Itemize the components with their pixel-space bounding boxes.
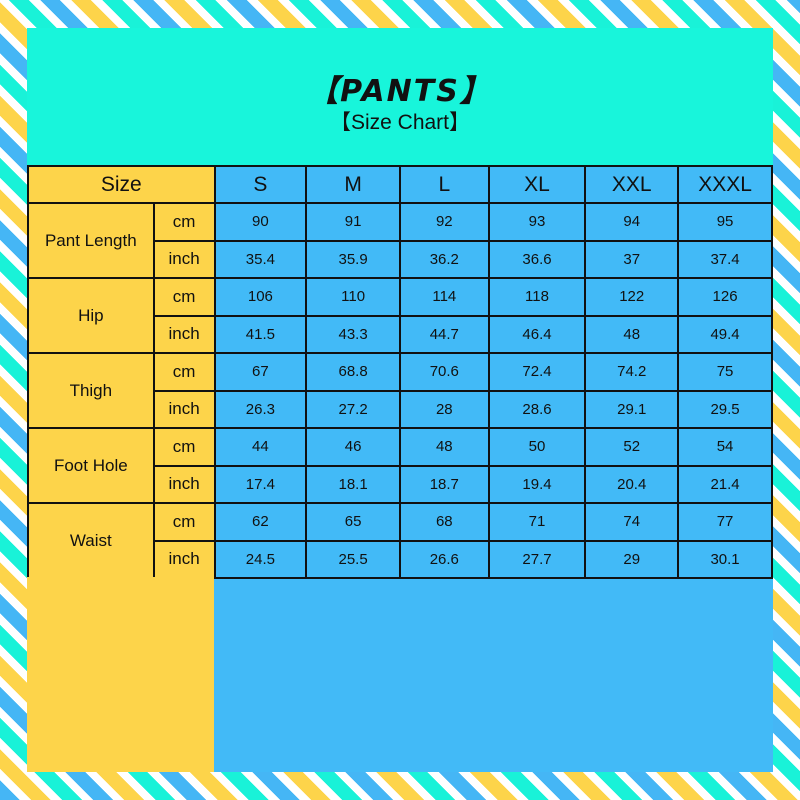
measurement-value: 36.2: [398, 239, 490, 279]
measurement-value: 68.8: [305, 352, 401, 392]
unit-label: cm: [152, 502, 216, 542]
measurement-value: 26.6: [398, 539, 490, 579]
measurement-value: 67: [213, 352, 308, 392]
unit-label: cm: [152, 277, 216, 317]
unit-label: inch: [152, 389, 216, 429]
size-column-header: L: [398, 165, 490, 204]
measurement-value: 106: [213, 277, 308, 317]
measurement-value: 29: [584, 539, 680, 579]
label-column-fill: [27, 577, 214, 772]
table-row: Waist cm 62 65 68 71 74 77: [27, 502, 773, 579]
unit-label: cm: [152, 202, 216, 242]
table-row: Foot Hole cm 44 46 48 50 52 54: [27, 427, 773, 504]
unit-label: inch: [152, 239, 216, 279]
size-column-header: M: [305, 165, 401, 204]
size-column-header: XL: [487, 165, 587, 204]
measurement-value: 35.4: [213, 239, 308, 279]
measurement-value: 44.7: [398, 314, 490, 354]
measurement-value: 28: [398, 389, 490, 429]
measurement-value: 62: [213, 502, 308, 542]
measurement-value: 21.4: [677, 464, 773, 504]
measurement-value: 46: [305, 427, 401, 467]
measurement-value: 90: [213, 202, 308, 242]
size-column-header: XXXL: [677, 165, 773, 204]
unit-label: cm: [152, 352, 216, 392]
table-row: Pant Length cm 90 91 92 93 94 95: [27, 202, 773, 279]
measurement-label: Waist: [27, 502, 155, 579]
measurement-value: 24.5: [213, 539, 308, 579]
measurement-value: 46.4: [487, 314, 587, 354]
measurement-label: Thigh: [27, 352, 155, 429]
table-row: inch 17.4 18.1 18.7 19.4 20.4 21.4: [28, 464, 773, 504]
unit-label: inch: [152, 539, 216, 579]
measurement-value: 25.5: [305, 539, 401, 579]
chart-title: 【PANTS】: [308, 74, 492, 109]
table-row: Hip cm 106 110 114 118 122 126: [27, 277, 773, 354]
table-row: inch 35.4 35.9 36.2 36.6 37 37.4: [28, 239, 773, 279]
table-row: inch 41.5 43.3 44.7 46.4 48 49.4: [28, 314, 773, 354]
measurement-value: 92: [398, 202, 490, 242]
measurement-value: 91: [305, 202, 401, 242]
size-column-header: XXL: [584, 165, 680, 204]
measurement-value: 68: [398, 502, 490, 542]
measurement-value: 65: [305, 502, 401, 542]
measurement-value: 77: [677, 502, 773, 542]
measurement-value: 18.1: [305, 464, 401, 504]
measurement-value: 126: [677, 277, 773, 317]
measurement-value: 118: [487, 277, 587, 317]
measurement-value: 95: [677, 202, 773, 242]
measurement-value: 74.2: [584, 352, 680, 392]
size-header: Size: [27, 165, 216, 204]
measurement-value: 114: [398, 277, 490, 317]
measurement-value: 70.6: [398, 352, 490, 392]
table-row: Thigh cm 67 68.8 70.6 72.4 74.2 75: [27, 352, 773, 429]
size-column-header: S: [213, 165, 308, 204]
measurement-label: Foot Hole: [27, 427, 155, 504]
measurement-value: 48: [584, 314, 680, 354]
measurement-value: 26.3: [213, 389, 308, 429]
measurement-value: 110: [305, 277, 401, 317]
measurement-value: 27.2: [305, 389, 401, 429]
measurement-value: 43.3: [305, 314, 401, 354]
measurement-value: 28.6: [487, 389, 587, 429]
measurement-value: 72.4: [487, 352, 587, 392]
unit-label: inch: [152, 314, 216, 354]
measurement-value: 93: [487, 202, 587, 242]
chart-header: 【PANTS】 【Size Chart】: [27, 28, 773, 165]
measurement-value: 41.5: [213, 314, 308, 354]
measurement-value: 54: [677, 427, 773, 467]
size-header-row: Size S M L XL XXL XXXL: [27, 165, 773, 204]
table-row: inch 26.3 27.2 28 28.6 29.1 29.5: [28, 389, 773, 429]
measurement-value: 49.4: [677, 314, 773, 354]
measurement-value: 36.6: [487, 239, 587, 279]
measurement-value: 48: [398, 427, 490, 467]
measurement-value: 75: [677, 352, 773, 392]
measurement-value: 18.7: [398, 464, 490, 504]
measurement-value: 29.5: [677, 389, 773, 429]
measurement-value: 94: [584, 202, 680, 242]
table-row: inch 24.5 25.5 26.6 27.7 29 30.1: [28, 539, 773, 579]
unit-label: inch: [152, 464, 216, 504]
measurement-label: Hip: [27, 277, 155, 354]
measurement-value: 74: [584, 502, 680, 542]
measurement-value: 44: [213, 427, 308, 467]
size-chart-panel: 【PANTS】 【Size Chart】 Size S M L XL XXL XXXL P…: [27, 28, 773, 772]
unit-label: cm: [152, 427, 216, 467]
measurement-value: 71: [487, 502, 587, 542]
measurement-value: 37.4: [677, 239, 773, 279]
measurement-label: Pant Length: [27, 202, 155, 279]
measurement-value: 19.4: [487, 464, 587, 504]
measurement-value: 52: [584, 427, 680, 467]
measurement-value: 37: [584, 239, 680, 279]
chart-subtitle: 【Size Chart】: [329, 111, 471, 134]
measurement-value: 27.7: [487, 539, 587, 579]
measurement-value: 29.1: [584, 389, 680, 429]
measurement-value: 50: [487, 427, 587, 467]
measurement-value: 20.4: [584, 464, 680, 504]
measurement-value: 35.9: [305, 239, 401, 279]
measurement-value: 122: [584, 277, 680, 317]
measurement-value: 30.1: [677, 539, 773, 579]
size-table: Size S M L XL XXL XXXL Pant Length cm 90 91 92 93 9…: [27, 165, 773, 579]
measurement-value: 17.4: [213, 464, 308, 504]
